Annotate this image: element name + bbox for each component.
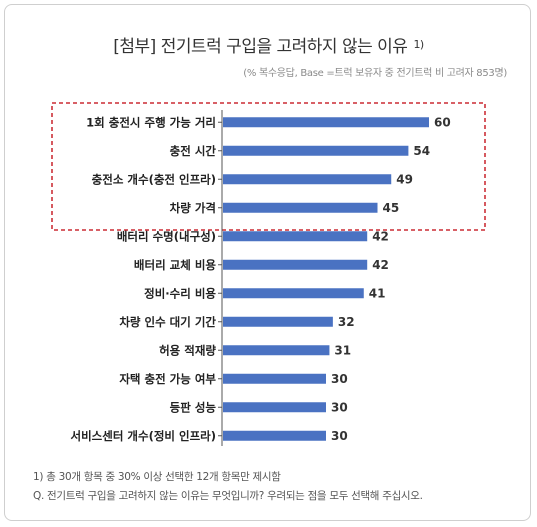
category-label: 1회 충전시 주행 가능 거리 <box>86 115 216 129</box>
value-label: 30 <box>331 372 348 386</box>
value-label: 30 <box>331 429 348 443</box>
value-label: 32 <box>338 315 355 329</box>
value-label: 54 <box>413 144 430 158</box>
value-label: 42 <box>372 258 389 272</box>
bar <box>223 288 364 299</box>
category-label: 충전소 개수(충전 인프라) <box>92 172 216 186</box>
value-label: 60 <box>434 115 451 129</box>
category-label: 배터리 교체 비용 <box>134 258 216 272</box>
bar <box>223 202 378 213</box>
bar <box>223 231 368 242</box>
value-label: 41 <box>369 286 386 300</box>
bar <box>223 373 326 384</box>
title-footnote-marker: 1) <box>413 38 424 51</box>
category-label: 배터리 수명(내구성) <box>117 229 216 243</box>
bar <box>223 117 429 128</box>
chart-subtitle: (% 복수응답, Base =트럭 보유자 중 전기트럭 비 고려자 853명) <box>243 68 507 79</box>
value-label: 49 <box>396 172 413 186</box>
category-label: 차량 인수 대기 기간 <box>119 315 216 329</box>
category-label: 차량 가격 <box>170 201 216 215</box>
bar <box>223 402 326 413</box>
bar <box>223 316 333 327</box>
category-label: 자택 충전 가능 여부 <box>119 372 216 386</box>
category-label: 서비스센터 개수(정비 인프라) <box>71 429 216 443</box>
footnote-1: 1) 총 30개 항목 중 30% 이상 선택한 12개 항목만 제시함 <box>33 471 281 483</box>
value-label: 31 <box>334 343 351 357</box>
chart-title: [첨부] 전기트럭 구입을 고려하지 않는 이유 1) <box>0 32 537 57</box>
bar <box>223 174 392 185</box>
value-label: 45 <box>383 201 400 215</box>
value-label: 30 <box>331 400 348 414</box>
category-label: 충전 시간 <box>170 144 217 158</box>
bar <box>223 430 326 441</box>
bar <box>223 145 409 156</box>
category-label: 허용 적재량 <box>159 343 216 357</box>
chart-title-text: [첨부] 전기트럭 구입을 고려하지 않는 이유 <box>113 37 408 57</box>
category-label: 정비·수리 비용 <box>144 286 216 300</box>
bar <box>223 345 330 356</box>
footnote-question: Q. 전기트럭 구입을 고려하지 않는 이유는 무엇입니까? 우려되는 점을 모… <box>33 490 423 502</box>
category-label: 등판 성능 <box>170 400 217 414</box>
value-label: 42 <box>372 229 389 243</box>
bar <box>223 259 368 270</box>
